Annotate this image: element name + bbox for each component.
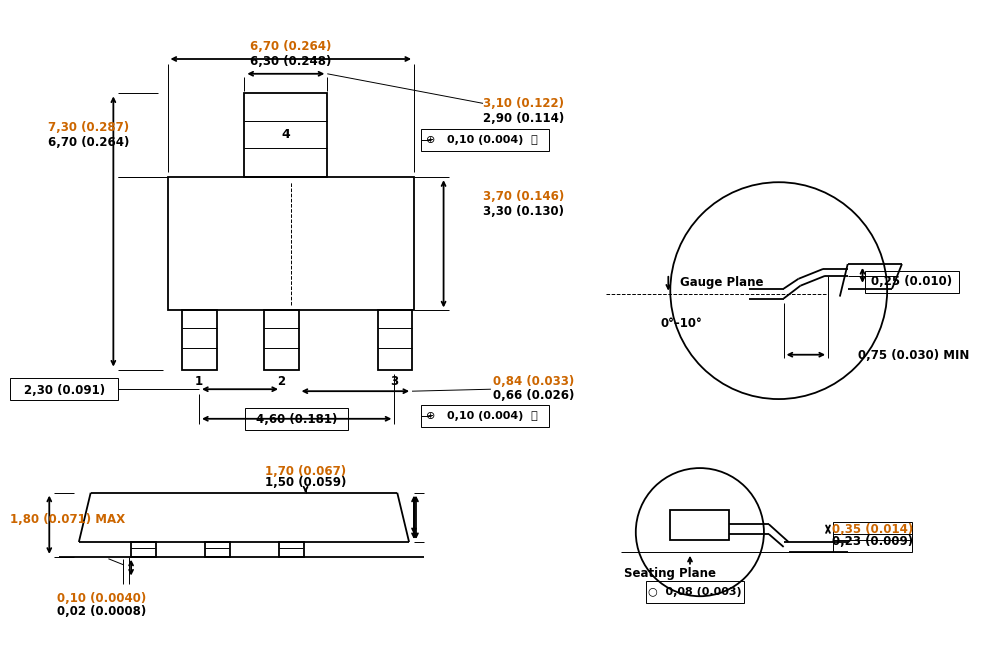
Text: Seating Plane: Seating Plane (625, 567, 716, 580)
Bar (421, 405, 549, 427)
Text: 3,10 (0.122): 3,10 (0.122) (483, 97, 564, 110)
Text: 0,25 (0.010): 0,25 (0.010) (871, 275, 952, 288)
Text: 4: 4 (281, 129, 290, 141)
Text: 2: 2 (277, 375, 285, 388)
Text: 0°–10°: 0°–10° (660, 317, 702, 330)
Text: 1,80 (0.071) MAX: 1,80 (0.071) MAX (10, 513, 125, 526)
Bar (377, 310, 412, 369)
Text: 1,70 (0.067): 1,70 (0.067) (265, 464, 347, 478)
Text: 4,60 (0.181): 4,60 (0.181) (256, 413, 338, 426)
Text: 2,30 (0.091): 2,30 (0.091) (24, 384, 104, 397)
Bar (245, 408, 348, 429)
Bar (205, 542, 229, 557)
Bar (279, 542, 304, 557)
Text: 6,70 (0.264): 6,70 (0.264) (250, 40, 332, 53)
Text: 0,10 (0.004)  ⓜ: 0,10 (0.004) ⓜ (448, 135, 538, 145)
Text: 3,30 (0.130): 3,30 (0.130) (483, 205, 564, 218)
Text: 3: 3 (390, 375, 398, 388)
Text: 3,70 (0.146): 3,70 (0.146) (483, 190, 564, 204)
Text: 0,02 (0.0008): 0,02 (0.0008) (57, 604, 146, 618)
Bar (168, 178, 414, 310)
Text: 0,23 (0.009): 0,23 (0.009) (832, 535, 913, 547)
Text: 0,66 (0.026): 0,66 (0.026) (493, 389, 574, 401)
Bar (183, 310, 216, 369)
Text: 7,30 (0.287): 7,30 (0.287) (48, 121, 129, 135)
Bar (866, 271, 959, 293)
Bar (833, 534, 912, 552)
Text: ⊕: ⊕ (426, 411, 436, 421)
Text: 6,70 (0.264): 6,70 (0.264) (48, 136, 129, 149)
Text: 1: 1 (195, 375, 204, 388)
Text: 0,75 (0.030) MIN: 0,75 (0.030) MIN (858, 349, 969, 362)
Bar (10, 379, 118, 400)
Bar (421, 129, 549, 151)
Text: 1,50 (0.059): 1,50 (0.059) (265, 476, 347, 489)
Text: 0,84 (0.033): 0,84 (0.033) (493, 375, 574, 388)
Text: 0,10 (0.004)  ⓜ: 0,10 (0.004) ⓜ (448, 411, 538, 421)
Text: ○  0,08 (0.003): ○ 0,08 (0.003) (648, 588, 742, 597)
Text: 0,35 (0.014): 0,35 (0.014) (832, 523, 913, 536)
Bar (645, 582, 744, 603)
Text: 0,10 (0.0040): 0,10 (0.0040) (57, 592, 146, 605)
Text: 6,30 (0.248): 6,30 (0.248) (250, 56, 332, 68)
Bar (131, 542, 156, 557)
Bar (264, 310, 299, 369)
Text: Gauge Plane: Gauge Plane (680, 276, 764, 289)
Bar (670, 511, 730, 540)
Text: 2,90 (0.114): 2,90 (0.114) (483, 112, 564, 125)
Bar (244, 94, 328, 178)
Text: ⊕: ⊕ (426, 135, 436, 145)
Bar (833, 523, 912, 540)
